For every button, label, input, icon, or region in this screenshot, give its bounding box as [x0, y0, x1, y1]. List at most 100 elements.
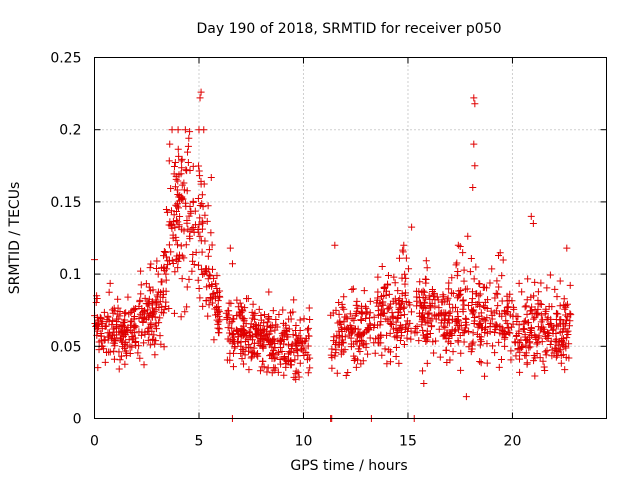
data-point	[206, 272, 214, 280]
data-point	[553, 293, 561, 301]
data-point	[453, 259, 461, 267]
data-point	[563, 300, 571, 308]
data-point	[386, 329, 394, 337]
data-point	[172, 172, 180, 180]
data-point	[175, 221, 183, 229]
data-point	[94, 318, 102, 326]
data-point	[435, 325, 443, 333]
data-point	[452, 317, 460, 325]
data-point	[176, 212, 184, 220]
data-point	[145, 283, 153, 291]
data-point	[92, 299, 100, 307]
data-point	[522, 341, 530, 349]
data-point	[135, 314, 143, 322]
data-point	[445, 316, 453, 324]
data-point	[136, 296, 144, 304]
data-point	[94, 364, 102, 372]
data-point	[490, 309, 498, 317]
data-point	[132, 337, 140, 345]
y-tick-label: 0.25	[50, 51, 81, 67]
data-point	[491, 349, 499, 357]
data-point	[196, 94, 204, 102]
data-point	[356, 347, 364, 355]
data-point	[234, 303, 242, 311]
data-point	[160, 252, 168, 260]
data-point	[529, 220, 537, 228]
data-point	[112, 321, 120, 329]
data-point	[147, 260, 155, 268]
data-point	[204, 312, 212, 320]
data-point	[300, 344, 308, 352]
data-point	[195, 126, 203, 134]
data-point	[561, 366, 569, 374]
data-point	[381, 345, 389, 353]
data-point	[199, 302, 207, 310]
data-point	[564, 327, 572, 335]
data-point	[171, 183, 179, 191]
data-point	[237, 349, 245, 357]
data-point	[457, 366, 465, 374]
data-point	[389, 312, 397, 320]
data-point	[486, 328, 494, 336]
data-point	[422, 318, 430, 326]
data-point	[160, 248, 168, 256]
data-point	[342, 372, 350, 380]
data-point	[419, 367, 427, 375]
data-point	[373, 299, 381, 307]
data-point	[181, 126, 189, 134]
data-point	[379, 298, 387, 306]
data-point	[198, 225, 206, 233]
data-point	[421, 288, 429, 296]
data-point	[244, 336, 252, 344]
data-point	[392, 352, 400, 360]
data-point	[433, 293, 441, 301]
data-point	[105, 288, 113, 296]
data-point	[288, 345, 296, 353]
data-point	[184, 159, 192, 167]
data-point	[499, 256, 507, 264]
data-point	[537, 300, 545, 308]
data-point	[435, 304, 443, 312]
data-point	[122, 338, 130, 346]
data-point	[504, 323, 512, 331]
data-point	[152, 265, 160, 273]
data-point	[131, 312, 139, 320]
data-point	[271, 339, 279, 347]
data-point	[115, 348, 123, 356]
data-point	[272, 316, 280, 324]
data-point	[521, 333, 529, 341]
data-point	[563, 244, 571, 252]
data-point	[119, 318, 127, 326]
data-point	[475, 320, 483, 328]
data-point	[106, 279, 114, 287]
data-point	[419, 293, 427, 301]
data-point	[374, 294, 382, 302]
data-point	[198, 191, 206, 199]
data-point	[543, 315, 551, 323]
data-point	[144, 324, 152, 332]
data-point	[196, 214, 204, 222]
data-point	[253, 331, 261, 339]
data-point	[149, 313, 157, 321]
data-point	[556, 302, 564, 310]
data-point	[444, 294, 452, 302]
data-point	[553, 338, 561, 346]
data-point	[470, 94, 478, 102]
data-point	[306, 316, 314, 324]
data-point	[398, 290, 406, 298]
data-point	[463, 321, 471, 329]
data-point	[504, 308, 512, 316]
data-point	[397, 311, 405, 319]
data-point	[545, 303, 553, 311]
data-point	[380, 284, 388, 292]
data-point	[152, 298, 160, 306]
data-point	[97, 315, 105, 323]
data-point	[116, 308, 124, 316]
data-point	[268, 343, 276, 351]
data-point	[521, 317, 529, 325]
data-point	[280, 371, 288, 379]
data-point	[203, 268, 211, 276]
data-point	[199, 203, 207, 211]
data-point	[420, 303, 428, 311]
data-point	[327, 351, 335, 359]
